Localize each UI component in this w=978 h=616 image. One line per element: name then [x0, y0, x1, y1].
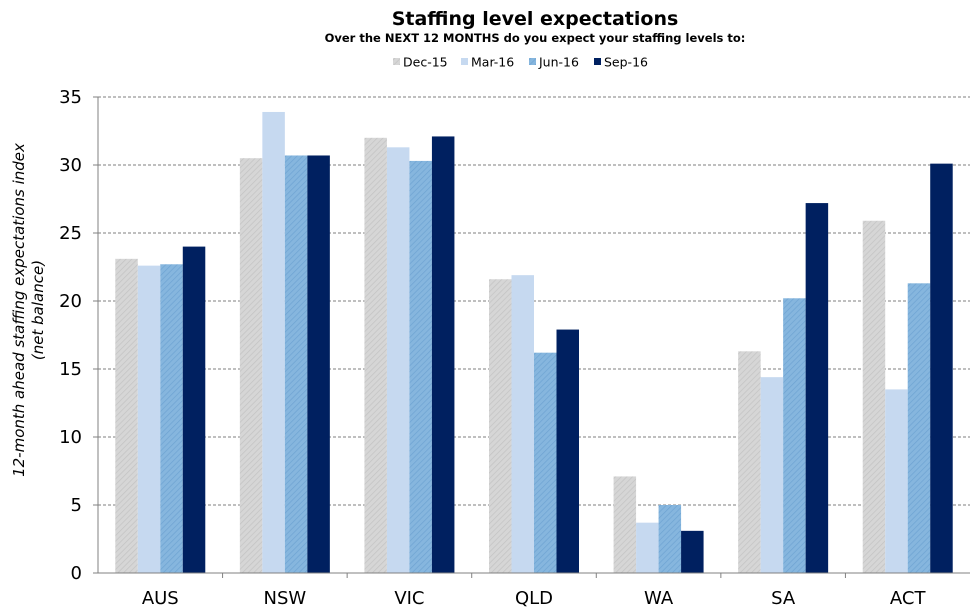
chart-subtitle: Over the NEXT 12 MONTHS do you expect yo… [325, 31, 746, 45]
bar-sa-dec-15 [738, 351, 761, 573]
legend-label: Mar-16 [471, 55, 514, 70]
y-tick-label: 10 [59, 427, 82, 448]
bar-act-mar-16 [885, 389, 908, 573]
bar-aus-mar-16 [137, 265, 161, 573]
bar-wa-sep-16 [681, 530, 704, 573]
bar-vic-dec-15 [364, 137, 387, 574]
x-tick-label: WA [644, 588, 674, 609]
y-tick-label: 35 [59, 87, 82, 108]
bar-sa-mar-16 [760, 377, 784, 573]
x-ticks: AUS NSW VIC QLD WA SA ACT [142, 573, 927, 609]
y-tick-label: 0 [71, 563, 82, 584]
legend-swatch [393, 58, 400, 65]
bar-vic-sep-16 [431, 136, 455, 573]
y-ticks: 0 5 10 15 20 25 30 35 [59, 87, 98, 584]
legend-swatch [461, 58, 468, 65]
y-tick-label: 25 [59, 223, 82, 244]
bar-act-sep-16 [930, 163, 953, 573]
legend-item-mar-16: Mar-16 [461, 55, 514, 70]
x-tick-label: VIC [394, 588, 424, 609]
legend-label: Jun-16 [538, 55, 579, 70]
legend-item-sep-16: Sep-16 [594, 55, 648, 70]
x-tick-label: SA [771, 588, 796, 609]
y-axis-label-line2: (net balance) [29, 260, 47, 360]
x-tick-label: AUS [142, 588, 179, 609]
bar-qld-jun-16 [534, 352, 557, 573]
bar-nsw-jun-16 [284, 155, 308, 574]
legend-swatch [529, 58, 536, 65]
y-tick-label: 15 [59, 359, 82, 380]
bar-wa-dec-15 [613, 476, 637, 573]
bar-vic-jun-16 [409, 160, 432, 574]
bars [115, 111, 953, 574]
legend-label: Dec-15 [403, 55, 448, 70]
legend-label: Sep-16 [604, 55, 648, 70]
x-tick-label: QLD [515, 588, 553, 609]
bar-nsw-mar-16 [262, 111, 285, 574]
bar-sa-sep-16 [805, 203, 829, 573]
bar-qld-sep-16 [556, 329, 579, 573]
bar-act-jun-16 [907, 283, 931, 573]
bar-vic-mar-16 [386, 147, 410, 573]
bar-wa-jun-16 [658, 505, 682, 573]
bar-nsw-sep-16 [307, 155, 330, 574]
bar-sa-jun-16 [783, 298, 806, 573]
bar-qld-mar-16 [511, 275, 534, 573]
bar-aus-sep-16 [182, 246, 206, 573]
chart-title: Staffing level expectations [392, 8, 679, 30]
x-tick-label: ACT [890, 588, 927, 609]
y-tick-label: 20 [59, 291, 82, 312]
legend-swatch [594, 58, 601, 65]
y-axis-label-line1: 12-month ahead staffing expectations ind… [10, 143, 28, 477]
bar-nsw-dec-15 [239, 158, 263, 573]
y-tick-label: 5 [71, 495, 82, 516]
legend: Dec-15 Mar-16 Jun-16 Sep-16 [393, 55, 648, 70]
legend-item-jun-16: Jun-16 [529, 55, 579, 70]
bar-act-dec-15 [862, 220, 886, 573]
bar-qld-dec-15 [489, 279, 512, 573]
bar-wa-mar-16 [636, 522, 659, 573]
bar-aus-jun-16 [160, 264, 183, 573]
legend-item-dec-15: Dec-15 [393, 55, 448, 70]
axes [97, 97, 970, 574]
x-tick-label: NSW [264, 588, 307, 609]
y-tick-label: 30 [59, 155, 82, 176]
bar-aus-dec-15 [115, 258, 138, 573]
